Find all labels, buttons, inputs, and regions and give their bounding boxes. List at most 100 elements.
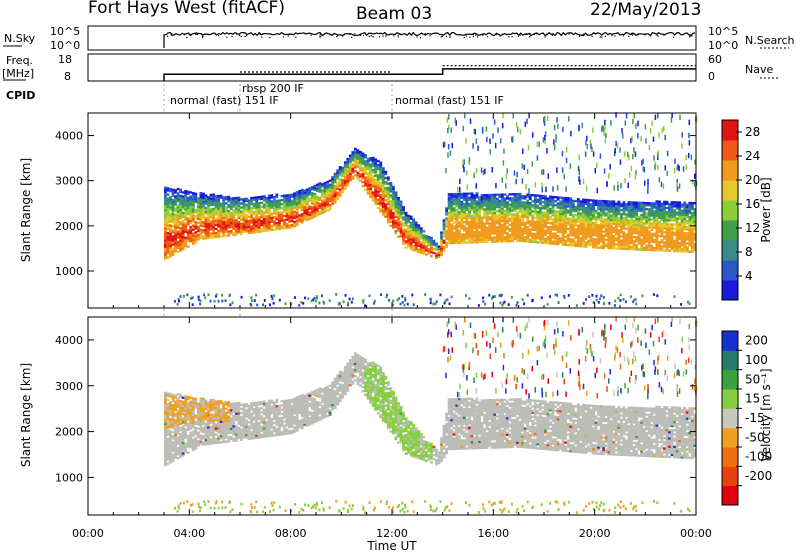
- power-cell: [564, 197, 567, 199]
- power-cell: [476, 235, 479, 237]
- power-cell: [237, 217, 240, 219]
- power-cell: [493, 208, 496, 210]
- power-cell: [182, 206, 185, 208]
- power-cell: [640, 232, 643, 234]
- power-cell: [463, 225, 466, 227]
- power-cell: [612, 247, 615, 249]
- power-cell: [488, 198, 491, 200]
- power-cell: [676, 236, 679, 238]
- power-cell: [346, 164, 349, 166]
- power-cell: [582, 241, 585, 243]
- velocity-cell: [167, 446, 170, 448]
- power-cell: [661, 247, 664, 249]
- velocity-cell: [164, 410, 167, 412]
- power-cell: [534, 202, 537, 204]
- velocity-cell: [174, 436, 177, 438]
- power-cell: [638, 216, 641, 218]
- power-cell: [529, 228, 532, 230]
- power-cell: [519, 217, 522, 219]
- power-cell: [544, 226, 547, 228]
- power-cell: [293, 200, 296, 202]
- power-cell: [511, 199, 514, 201]
- power-cell: [567, 211, 570, 213]
- power-cell: [602, 230, 605, 232]
- power-cell: [671, 223, 674, 225]
- power-cell: [638, 238, 641, 240]
- power-cell: [286, 225, 289, 227]
- power-cell: [491, 222, 494, 224]
- power-cell: [668, 233, 671, 235]
- power-cell: [643, 204, 646, 206]
- power-cell: [268, 205, 271, 207]
- power-cell: [167, 210, 170, 212]
- power-cell: [678, 218, 681, 220]
- velocity-cell: [184, 443, 187, 445]
- power-cell: [574, 206, 577, 208]
- power-cell: [263, 203, 266, 205]
- power-cell: [648, 245, 651, 247]
- power-cell: [683, 214, 686, 216]
- noise-search-dot: [546, 34, 547, 35]
- power-near-echo: [614, 300, 616, 303]
- power-cell: [179, 245, 182, 247]
- power-cell: [534, 204, 537, 206]
- power-cell: [638, 226, 641, 228]
- power-cell: [283, 199, 286, 201]
- power-cell: [655, 235, 658, 237]
- power-cell: [212, 234, 215, 236]
- power-cell: [544, 240, 547, 242]
- power-cell: [237, 201, 240, 203]
- power-cell: [567, 244, 570, 246]
- power-cell: [683, 238, 686, 240]
- velocity-cell: [194, 443, 197, 445]
- power-ylabel: Slant Range [km]: [19, 158, 33, 262]
- power-cell: [668, 217, 671, 219]
- power-cell: [243, 202, 246, 204]
- power-cell: [539, 195, 542, 197]
- power-cell: [473, 225, 476, 227]
- power-cell: [164, 248, 167, 250]
- power-cell: [291, 218, 294, 220]
- power-cell: [663, 219, 666, 221]
- power-cell: [192, 204, 195, 206]
- power-cell: [668, 242, 671, 244]
- power-cell: [232, 232, 235, 234]
- power-cell: [544, 201, 547, 203]
- power-cell: [174, 191, 177, 193]
- power-cell: [177, 247, 180, 249]
- power-cell: [417, 232, 420, 234]
- power-cell: [275, 204, 278, 206]
- power-cell: [559, 231, 562, 233]
- power-cell: [572, 206, 575, 208]
- velocity-cell: [194, 433, 197, 435]
- power-cell: [645, 236, 648, 238]
- power-cell: [389, 204, 392, 206]
- power-cell: [321, 191, 324, 193]
- power-cell: [539, 215, 542, 217]
- power-cell: [169, 204, 172, 206]
- power-cell: [620, 235, 623, 237]
- power-cell: [486, 208, 489, 210]
- power-cell: [597, 206, 600, 208]
- power-cell: [291, 216, 294, 218]
- power-cell: [630, 236, 633, 238]
- power-cell: [319, 213, 322, 215]
- power-cell: [655, 243, 658, 245]
- power-cell: [182, 222, 185, 224]
- power-cell: [250, 203, 253, 205]
- power-cell: [270, 206, 273, 208]
- power-cell: [422, 248, 425, 250]
- power-cell: [240, 213, 243, 215]
- power-cell: [288, 200, 291, 202]
- power-cell: [167, 214, 170, 216]
- velocity-cell: [177, 441, 180, 443]
- power-cell: [316, 200, 319, 202]
- power-cell: [491, 198, 494, 200]
- power-cell: [460, 193, 463, 195]
- power-sparse-echo: [452, 143, 454, 148]
- power-near-echo: [482, 297, 484, 300]
- power-cell: [600, 210, 603, 212]
- power-cell: [478, 231, 481, 233]
- power-cell: [450, 199, 453, 201]
- velocity-cell: [169, 432, 172, 434]
